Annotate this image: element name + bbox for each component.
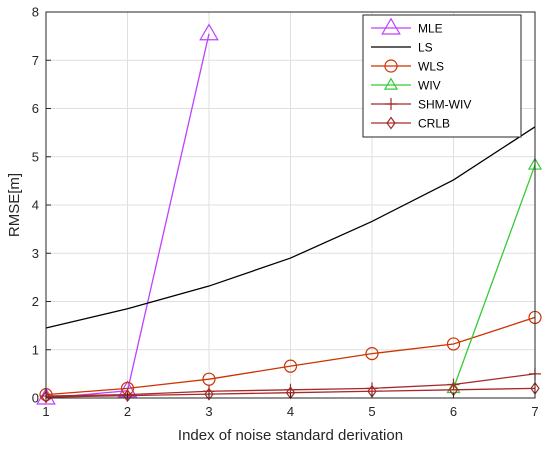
series-line: [45, 126, 536, 329]
data-point: [446, 337, 461, 351]
legend-label: WIV: [418, 79, 441, 93]
y-tick-label: 3: [32, 246, 39, 261]
legend-entry: CRLB: [371, 116, 450, 131]
legend-marker: [383, 77, 399, 90]
x-tick-label: 7: [531, 404, 538, 419]
series-line: [452, 164, 536, 389]
legend-marker: [381, 17, 401, 35]
data-point: [365, 347, 379, 361]
legend-entry: SHM-WIV: [371, 98, 471, 112]
series-ls: [45, 126, 536, 329]
x-tick-label: 2: [124, 404, 131, 419]
data-point: [366, 382, 378, 395]
legend-entry: WIV: [371, 77, 441, 93]
legend-entry: LS: [371, 41, 433, 55]
legend-marker: [385, 98, 397, 110]
series-line: [45, 316, 536, 396]
x-axis-label: Index of noise standard derivation: [178, 427, 403, 444]
x-tick-label: 5: [368, 404, 375, 419]
data-point: [199, 23, 219, 41]
data-point: [446, 380, 461, 394]
y-tick-label: 0: [32, 391, 39, 406]
legend-entry: MLE: [371, 17, 443, 36]
legend: MLE LS WLS WIV SHM-WIV CRLB: [362, 14, 522, 138]
data-point: [283, 359, 298, 373]
x-tick-label: 3: [205, 404, 212, 419]
x-tick-label: 4: [287, 404, 294, 419]
data-point: [41, 390, 51, 404]
x-tick-label: 1: [42, 404, 49, 419]
y-tick-label: 1: [32, 342, 39, 357]
y-tick-label: 8: [32, 5, 39, 20]
legend-label: LS: [418, 41, 433, 55]
legend-entry: WLS: [371, 59, 444, 74]
y-tick-label: 4: [32, 198, 39, 213]
legend-label: WLS: [418, 60, 444, 74]
legend-label: MLE: [418, 22, 443, 36]
legend-box: [362, 14, 522, 138]
legend-marker: [386, 116, 396, 130]
y-axis-label: RMSE[m]: [6, 173, 23, 237]
legend-marker: [384, 59, 398, 73]
y-tick-label: 6: [32, 101, 39, 116]
x-tick-label: 6: [450, 404, 457, 419]
data-point: [202, 372, 216, 386]
y-tick-label: 7: [32, 53, 39, 68]
legend-label: SHM-WIV: [418, 98, 471, 112]
data-point: [204, 387, 214, 401]
y-tick-label: 2: [32, 294, 39, 309]
y-tick-label: 5: [32, 149, 39, 164]
data-point: [122, 389, 133, 403]
legend-label: CRLB: [418, 117, 450, 131]
